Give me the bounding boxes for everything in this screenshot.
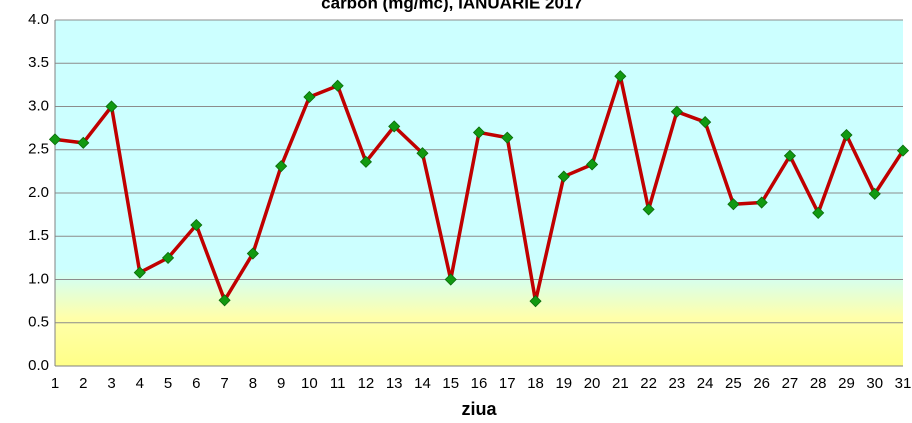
x-tick-label: 16 [471, 375, 488, 392]
data-point [359, 155, 372, 168]
y-tick-label: 3.0 [28, 97, 49, 114]
data-point [190, 218, 203, 232]
x-tick-label: 6 [192, 375, 200, 392]
y-tick-label: 0.0 [28, 357, 49, 374]
data-point [557, 170, 570, 183]
y-tick-label: 3.5 [28, 54, 49, 71]
x-tick-label: 24 [697, 375, 714, 392]
chart-title: carbon (mg/mc), IANUARIE 2017 [321, 0, 583, 12]
data-point [218, 294, 231, 307]
data-point [444, 273, 457, 286]
data-point [727, 198, 740, 211]
data-point [246, 247, 259, 260]
data-point [642, 203, 655, 216]
data-point [840, 128, 853, 142]
data-point [133, 266, 146, 279]
x-tick-label: 21 [612, 375, 629, 392]
x-tick-label: 5 [164, 375, 172, 392]
x-tick-label: 23 [669, 375, 686, 392]
data-point [501, 131, 514, 144]
x-tick-label: 12 [358, 375, 375, 392]
x-tick-label: 20 [584, 375, 601, 392]
x-tick-label: 10 [301, 375, 318, 392]
y-tick-label: 4.0 [28, 11, 49, 28]
data-point [77, 136, 90, 149]
data-point [331, 79, 344, 92]
x-tick-label: 31 [895, 375, 912, 392]
x-tick-label: 25 [725, 375, 742, 392]
x-tick-label: 26 [753, 375, 770, 392]
x-tick-label: 18 [527, 375, 544, 392]
data-point [868, 187, 881, 200]
data-point [783, 149, 796, 162]
x-tick-label: 9 [277, 375, 285, 392]
data-point [388, 120, 401, 133]
data-point [586, 158, 599, 171]
data-point [48, 133, 62, 146]
x-tick-label: 22 [640, 375, 657, 392]
data-point [303, 90, 316, 104]
y-tick-label: 1.0 [28, 270, 49, 287]
x-tick-label: 4 [136, 375, 144, 392]
data-point [472, 126, 486, 139]
x-tick-label: 2 [79, 375, 87, 392]
x-tick-label: 7 [220, 375, 228, 392]
y-tick-label: 1.5 [28, 227, 49, 244]
data-point [416, 147, 429, 160]
data-point [812, 206, 825, 219]
data-point [614, 70, 627, 83]
x-tick-label: 27 [782, 375, 799, 392]
data-point [699, 116, 712, 129]
data-point [670, 105, 683, 118]
x-axis-label: ziua [461, 399, 497, 419]
x-tick-label: 11 [330, 375, 346, 392]
y-tick-label: 2.0 [28, 184, 49, 201]
x-tick-label: 14 [414, 375, 431, 392]
x-tick-label: 17 [499, 375, 516, 392]
data-point [896, 144, 910, 157]
data-point [755, 196, 768, 209]
x-tick-label: 1 [51, 375, 59, 392]
x-tick-label: 15 [442, 375, 459, 392]
data-point [275, 160, 288, 173]
y-tick-label: 0.5 [28, 314, 49, 331]
x-tick-label: 8 [249, 375, 257, 392]
x-tick-label: 3 [107, 375, 115, 392]
x-tick-label: 13 [386, 375, 403, 392]
data-point [105, 100, 118, 113]
data-point [162, 251, 175, 264]
y-tick-label: 2.5 [28, 141, 49, 158]
x-tick-label: 28 [810, 375, 827, 392]
data-point [529, 295, 542, 308]
x-tick-label: 29 [838, 375, 855, 392]
x-tick-label: 19 [555, 375, 572, 392]
x-tick-label: 30 [866, 375, 883, 392]
